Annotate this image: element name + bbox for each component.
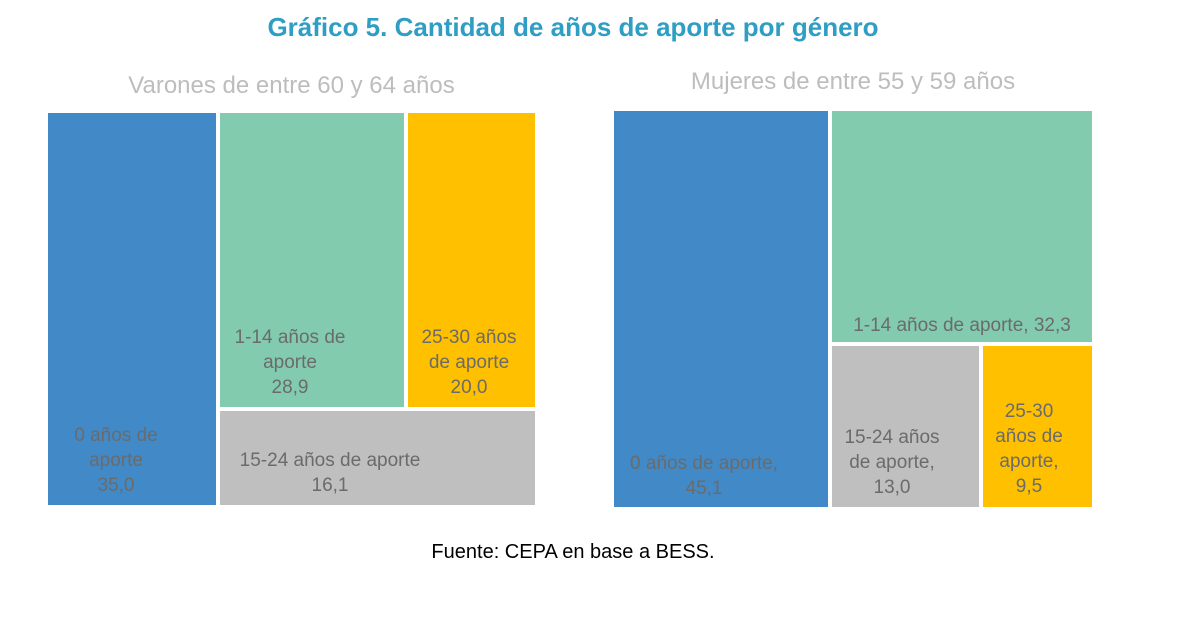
treemap-label-line: 15-24 años [844,427,940,448]
treemap-label-men-0-anos: 0 años de aporte 35,0 [48,423,184,498]
treemap-label-line: 25-30 años [421,327,517,348]
treemap-label-line: 16,1 [311,475,349,496]
treemap-label-line: 20,0 [450,377,488,398]
chart-title: Gráfico 5. Cantidad de años de aporte po… [267,12,879,42]
treemap-label-line: aporte [263,352,317,373]
men-panel-title: Varones de entre 60 y 64 años [128,72,455,99]
treemap-tile-men-25-30-anos [408,113,535,407]
treemap-tile-men-0-anos [48,113,216,505]
treemap-label-line: 1-14 años de aporte, 32,3 [853,315,1071,336]
treemap-label-line: de aporte [428,352,510,373]
treemap-tile-women-15-24-anos [832,346,979,507]
treemap-label-women-0-anos: 0 años de aporte, 45,1 [614,451,794,501]
treemap-label-line: 0 años de [74,425,158,446]
treemap-label-line: años de [995,426,1063,447]
treemap-tile-women-1-14-anos [832,111,1092,342]
treemap-label-line: 45,1 [685,478,723,499]
treemap-label-line: 28,9 [271,377,309,398]
treemap-label-line: 13,0 [873,477,911,498]
treemap-label-line: aporte, [999,451,1059,472]
treemap-label-men-15-24-anos: 15-24 años de aporte 16,1 [220,448,440,498]
treemap-label-women-1-14-anos: 1-14 años de aporte, 32,3 [832,313,1092,338]
treemap-tile-women-25-30-anos [983,346,1092,507]
treemap-label-line: de aporte, [849,452,935,473]
treemap-tile-men-1-14-anos [220,113,404,407]
treemap-label-line: 25-30 [1004,401,1054,422]
treemap-label-women-15-24-anos: 15-24 años de aporte, 13,0 [832,425,952,500]
treemap-tile-women-0-anos [614,111,828,507]
treemap-label-line: 35,0 [97,475,135,496]
treemap-label-line: 0 años de aporte, [630,453,778,474]
treemap-label-line: 1-14 años de [234,327,346,348]
treemap-label-men-1-14-anos: 1-14 años de aporte 28,9 [220,325,360,400]
treemap-label-men-25-30-anos: 25-30 años de aporte 20,0 [408,325,530,400]
treemap-label-women-25-30-anos: 25-30 años de aporte, 9,5 [983,399,1075,499]
source-note: Fuente: CEPA en base a BESS. [431,541,715,563]
treemap-label-line: 9,5 [1015,476,1043,497]
women-panel-title: Mujeres de entre 55 y 59 años [690,68,1016,95]
treemap-tile-men-15-24-anos [220,411,535,505]
treemap-label-line: aporte [89,450,143,471]
treemap-label-line: 15-24 años de aporte [239,450,421,471]
